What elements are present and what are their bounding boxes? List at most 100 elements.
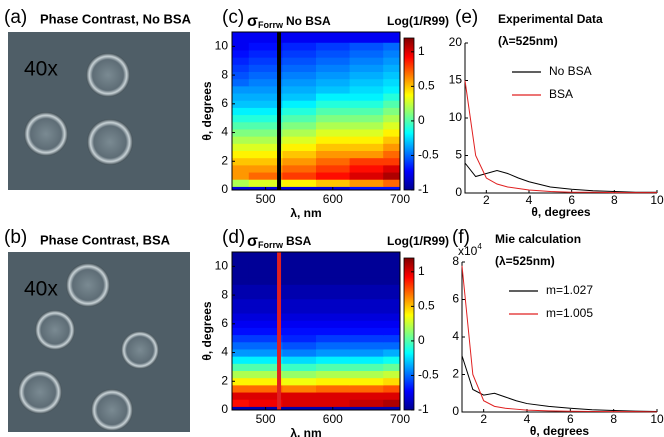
heatmap-cell <box>232 49 250 58</box>
y-axis-label: θ, degrees <box>200 301 214 361</box>
heatmap-cell <box>349 64 384 72</box>
heatmap-cell <box>282 406 317 410</box>
heatmap-cell <box>232 334 250 343</box>
panel-title: Phase Contrast, No BSA <box>40 11 192 26</box>
heatmap-cell <box>282 284 317 292</box>
heatmap-cell <box>349 298 384 307</box>
heatmap-cell <box>383 128 400 137</box>
heatmap-cell <box>248 392 283 400</box>
heatmap-cell <box>282 114 317 123</box>
heatmap-cell <box>232 305 250 314</box>
title-symbol: σ <box>247 13 258 30</box>
title-rest: No BSA <box>286 14 331 28</box>
y-tick-label: 4 <box>221 345 228 359</box>
chart-title: Experimental Data <box>498 12 603 26</box>
legend-label: BSA <box>549 87 573 101</box>
heatmap-cell <box>232 291 250 300</box>
panel-label: (b) <box>4 227 27 248</box>
colorbar-tick-label: 0 <box>418 333 425 347</box>
heatmap-cell <box>316 121 351 130</box>
heatmap-cell <box>282 100 317 108</box>
heatmap-cell <box>232 143 250 151</box>
heatmap-cell <box>383 305 400 314</box>
x-tick-label: 500 <box>256 192 276 206</box>
heatmap-cell <box>383 269 400 278</box>
colorbar-label: Log(1/R99) <box>387 234 449 248</box>
heatmap-cell <box>248 298 283 307</box>
heatmap-cell <box>349 370 384 379</box>
heatmap-cell <box>349 143 384 151</box>
series-line <box>461 355 658 412</box>
y-tick-label: 10 <box>449 110 463 124</box>
heatmap-cell <box>282 136 317 144</box>
heatmap-cell <box>282 179 317 187</box>
title-symbol: σ <box>247 233 258 250</box>
heatmap-cell <box>232 348 250 357</box>
heatmap-cell <box>282 71 317 80</box>
legend-label: m=1.027 <box>546 283 593 297</box>
heatmap-cell <box>248 42 283 51</box>
heatmap-cell <box>248 356 283 364</box>
heatmap-cell <box>248 313 283 321</box>
heatmap-cell <box>349 49 384 58</box>
heatmap-cell <box>248 57 283 65</box>
heatmap-cell <box>316 136 351 144</box>
heatmap <box>232 252 400 410</box>
heatmap-cell <box>248 348 283 357</box>
colorbar-tick-label: 1 <box>418 264 425 278</box>
x-tick-label: 6 <box>568 193 575 207</box>
heatmap-cell <box>282 334 317 343</box>
heatmap-cell <box>282 85 317 94</box>
heatmap-cell <box>316 57 351 65</box>
heatmap-cell <box>349 313 384 321</box>
heatmap-cell <box>232 277 250 285</box>
heatmap-cell <box>349 107 384 116</box>
chart-title: Mie calculation <box>495 232 581 246</box>
y-tick-label: 6 <box>221 96 228 110</box>
heatmap-cell <box>349 392 384 400</box>
heatmap-cell <box>316 305 351 314</box>
x-tick-label: 8 <box>611 193 618 207</box>
heatmap-cell <box>349 363 384 371</box>
y-tick-label: 2 <box>452 367 459 381</box>
heatmap-cell <box>316 392 351 400</box>
heatmap-cell <box>316 150 351 159</box>
x-tick-label: 700 <box>390 192 410 206</box>
heatmap-cell <box>316 100 351 108</box>
x-tick-label: 10 <box>650 193 664 207</box>
heatmap-cell <box>383 327 400 336</box>
heatmap-cell <box>232 85 250 94</box>
y-tick-label: 0 <box>221 182 228 196</box>
heatmap-cell <box>232 370 250 379</box>
heatmap-cell <box>349 186 384 190</box>
heatmap-cell <box>383 93 400 101</box>
heatmap-cell <box>316 179 351 187</box>
heatmap-cell <box>248 64 283 72</box>
heatmap-cell <box>383 150 400 159</box>
heatmap-cell <box>232 262 250 271</box>
heatmap-cell <box>349 179 384 187</box>
heatmap-cell <box>349 327 384 336</box>
heatmap-cell <box>248 71 283 80</box>
heatmap-cell <box>282 121 317 130</box>
colorbar-tick-label: 0 <box>418 113 425 127</box>
heatmap-cell <box>232 93 250 101</box>
heatmap-cell <box>383 121 400 130</box>
heatmap-cell <box>349 121 384 130</box>
heatmap-cell <box>248 78 283 87</box>
heatmap-cell <box>282 363 317 371</box>
y-tick-label: 5 <box>455 148 462 162</box>
heatmap-cell <box>248 150 283 159</box>
y-tick-label: 10 <box>215 39 229 53</box>
heatmap-cell <box>383 348 400 357</box>
heatmap-cell <box>248 269 283 278</box>
heatmap-cell <box>232 71 250 80</box>
heatmap-cell <box>349 150 384 159</box>
y-tick-label: 8 <box>221 287 228 301</box>
heatmap-cell <box>232 150 250 159</box>
heatmap-cell <box>282 57 317 65</box>
heatmap-cell <box>316 42 351 51</box>
heatmap-cell <box>383 107 400 116</box>
heatmap-cell <box>383 406 400 410</box>
